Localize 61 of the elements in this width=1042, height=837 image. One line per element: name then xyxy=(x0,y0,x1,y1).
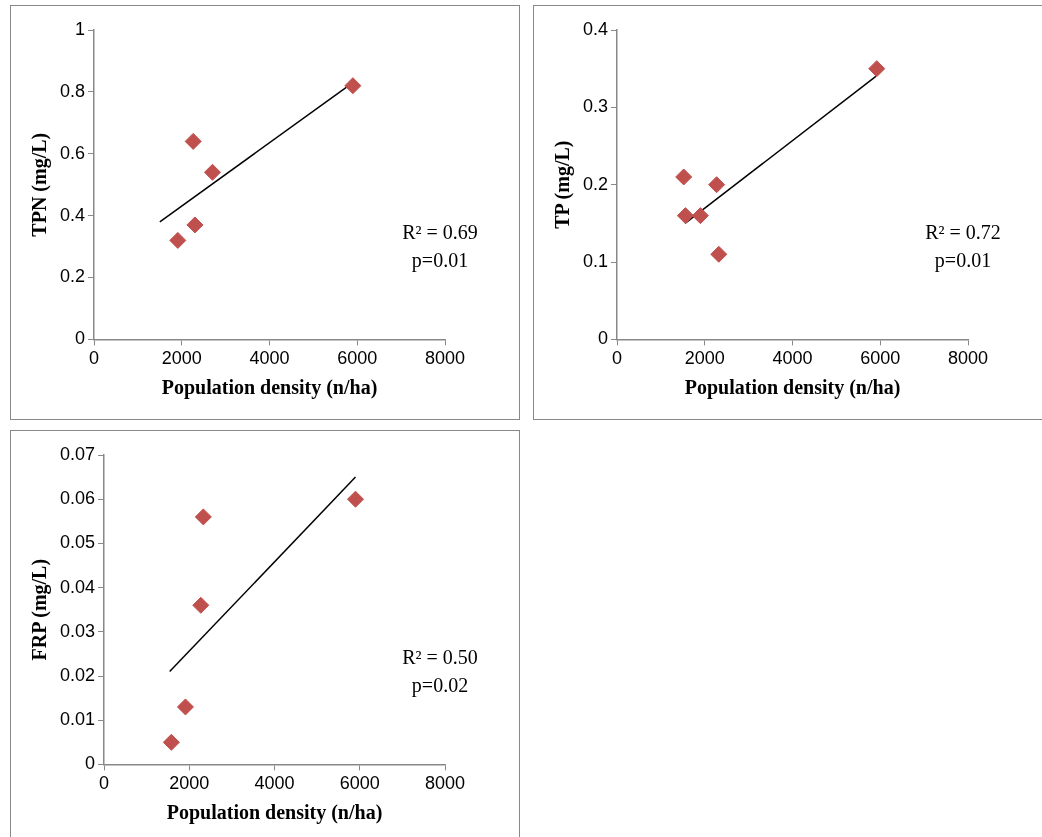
x-tick-label: 6000 xyxy=(339,773,380,794)
y-tick-label: 0.8 xyxy=(59,80,86,101)
x-axis-title: Population density (n/ha) xyxy=(166,801,383,825)
x-tick-label: 2000 xyxy=(684,348,725,369)
x-tick-label: 6000 xyxy=(337,348,378,369)
point xyxy=(708,176,726,194)
point xyxy=(186,216,204,234)
y-axis-title: FRP (mg/L) xyxy=(28,558,52,661)
y-tick-label: 0.07 xyxy=(59,443,96,464)
y-axis-title: TPN (mg/L) xyxy=(28,132,52,237)
point xyxy=(162,733,180,751)
annotation: p=0.01 xyxy=(411,249,469,273)
annotation: R² = 0.50 xyxy=(402,646,478,669)
y-axis-title: TP (mg/L) xyxy=(551,140,575,229)
y-tick-label: 0.3 xyxy=(582,96,609,117)
point xyxy=(203,163,221,181)
y-tick-label: 0.1 xyxy=(582,251,609,272)
y-tick-label: 0.2 xyxy=(59,266,86,287)
point xyxy=(169,231,187,249)
x-tick-label: 2000 xyxy=(169,773,210,794)
x-tick-label: 8000 xyxy=(947,348,989,369)
y-tick-label: 0.05 xyxy=(59,532,96,553)
x-axis-title: Population density (n/ha) xyxy=(161,376,378,400)
point xyxy=(691,207,709,225)
x-tick-label: 4000 xyxy=(772,348,813,369)
point xyxy=(710,245,728,263)
point xyxy=(192,596,210,614)
y-tick-label: 0 xyxy=(75,328,86,349)
annotation: R² = 0.69 xyxy=(402,221,478,244)
annotation: R² = 0.72 xyxy=(925,221,1001,244)
point xyxy=(344,77,362,95)
y-tick-label: 0.02 xyxy=(59,664,96,685)
x-tick-label: 2000 xyxy=(161,348,202,369)
point xyxy=(868,60,886,78)
y-tick-label: 0.01 xyxy=(59,709,96,730)
y-tick-label: 0 xyxy=(85,753,96,774)
point xyxy=(347,490,364,508)
x-tick-label: 0 xyxy=(99,773,110,794)
point xyxy=(194,508,212,526)
point xyxy=(675,168,693,186)
x-tick-label: 6000 xyxy=(860,348,901,369)
x-tick-label: 8000 xyxy=(424,348,466,369)
x-axis-title: Population density (n/ha) xyxy=(684,376,901,400)
y-tick-label: 0.06 xyxy=(59,488,96,509)
point xyxy=(676,207,694,225)
x-tick-label: 0 xyxy=(612,348,623,369)
y-tick-label: 0.2 xyxy=(582,173,609,194)
y-tick-label: 0.04 xyxy=(59,576,96,597)
annotation: p=0.02 xyxy=(411,674,469,698)
y-tick-label: 0.03 xyxy=(59,620,96,641)
point xyxy=(176,698,194,716)
point xyxy=(184,132,202,150)
y-tick-label: 1 xyxy=(75,18,86,39)
y-tick-label: 0.4 xyxy=(59,204,86,225)
x-tick-label: 8000 xyxy=(424,773,466,794)
x-tick-label: 4000 xyxy=(249,348,290,369)
y-tick-label: 0.4 xyxy=(582,18,609,39)
annotation: p=0.01 xyxy=(934,249,992,273)
y-tick-label: 0 xyxy=(598,328,609,349)
x-tick-label: 4000 xyxy=(254,773,295,794)
y-tick-label: 0.6 xyxy=(59,142,86,163)
